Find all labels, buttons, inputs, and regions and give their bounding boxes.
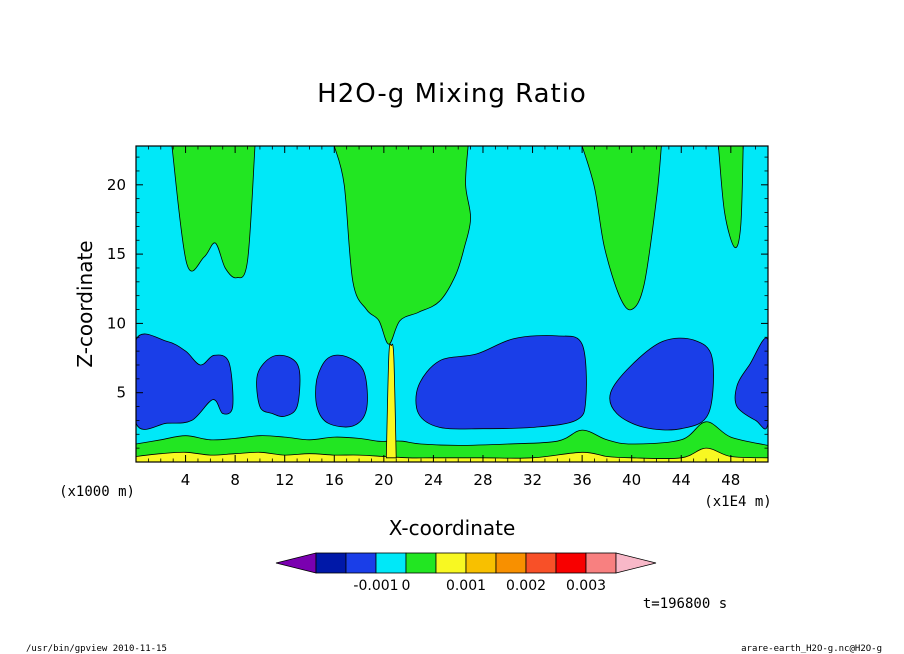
contour-green-region-4 [717,146,744,249]
contour-dark-blue-region-4 [415,335,587,430]
colorbar-box-2 [345,552,377,574]
contour-dark-blue-region-6 [734,337,768,430]
contour-dark-blue-region-1 [136,333,234,430]
y-tick-label-10: 10 [107,314,126,332]
colorbar-label: 0 [402,578,411,594]
x-tick-label-32: 32 [523,471,542,489]
contour-green-region-3 [581,146,662,311]
colorbar-box-8 [525,552,557,574]
colorbar-box-3 [375,552,407,574]
colorbar-label: 0.002 [506,578,546,594]
colorbar-box-1 [315,552,347,574]
colorbar-label: 0.001 [446,578,486,594]
y-tick-label-20: 20 [107,176,126,194]
contour-yellow-plume [385,343,397,459]
contour-dark-blue-region-5 [609,337,714,431]
colorbar-box-10 [585,552,617,574]
x-tick-label-44: 44 [672,471,691,489]
x-axis-label: X-coordinate [389,516,516,540]
y-tick-label-15: 15 [107,245,126,263]
x-tick-label-24: 24 [424,471,443,489]
x-tick-label-48: 48 [721,471,740,489]
contour-yellow-band [136,447,768,462]
y-unit-label: (x1000 m) [59,484,135,500]
x-tick-label-40: 40 [622,471,641,489]
y-axis-label: Z-coordinate [73,240,97,367]
contour-dark-blue-region-3 [315,354,368,428]
contour-green-region-2 [333,146,472,345]
time-label: t=196800 s [643,596,727,612]
colorbar-box-4 [405,552,437,574]
colorbar-upper-extension [615,552,657,574]
x-tick-label-36: 36 [573,471,592,489]
chart-title: H2O-g Mixing Ratio [317,79,587,109]
y-tick-label-5: 5 [116,384,126,402]
colorbar-box-6 [465,552,497,574]
x-tick-label-12: 12 [275,471,294,489]
colorbar-box-7 [495,552,527,574]
x-tick-label-8: 8 [230,471,240,489]
colorbar-box-5 [435,552,467,574]
x-tick-label-4: 4 [181,471,191,489]
contour-green-band [136,421,768,462]
colorbar-label: -0.001 [353,578,398,594]
x-unit-label: (x1E4 m) [704,494,771,510]
contour-green-region-1 [171,146,256,279]
colorbar: -0.001 0 0.001 0.002 0.003 [275,552,657,594]
footer-left: /usr/bin/gpview 2010-11-15 [26,644,167,654]
colorbar-label: 0.003 [566,578,606,594]
x-tick-label-20: 20 [374,471,393,489]
x-tick-label-28: 28 [473,471,492,489]
x-tick-label-16: 16 [325,471,344,489]
colorbar-box-9 [555,552,587,574]
contour-dark-blue-region-2 [256,354,301,417]
footer-right: arare-earth_H2O-g.nc@H2O-g [741,644,882,654]
plot-frame [135,145,769,463]
colorbar-lower-extension [275,552,317,574]
